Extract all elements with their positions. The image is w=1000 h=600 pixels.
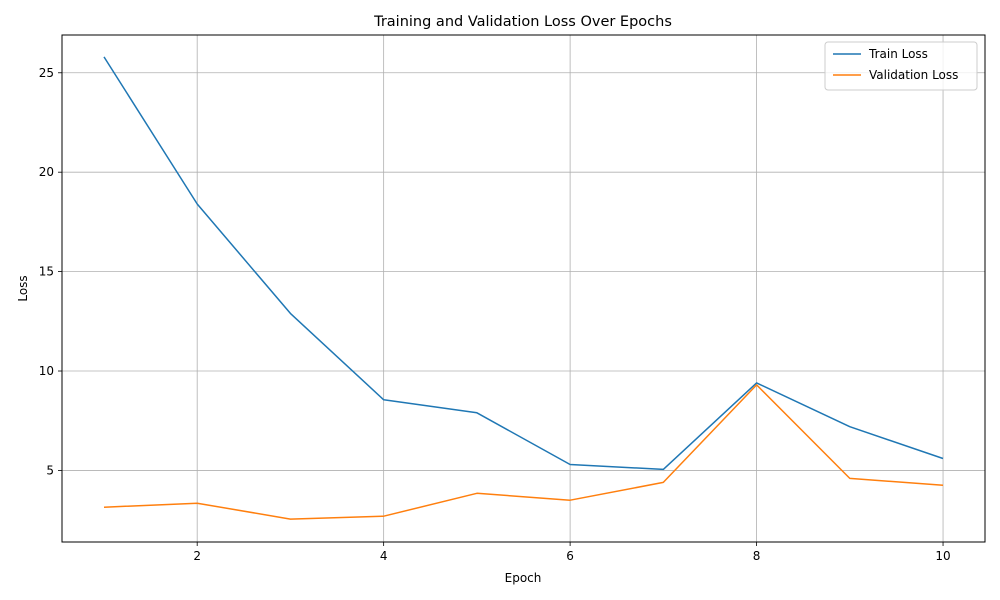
x-tick-label: 4 [380, 549, 388, 563]
y-tick-label: 20 [39, 165, 54, 179]
y-tick-label: 10 [39, 364, 54, 378]
x-tick-label: 6 [566, 549, 574, 563]
legend-label: Train Loss [868, 47, 928, 61]
y-tick-label: 5 [46, 463, 54, 477]
legend: Train Loss Validation Loss [824, 41, 978, 91]
series-line-validation-loss [103, 384, 944, 520]
x-tick-label: 2 [193, 549, 201, 563]
x-tick-label: 8 [753, 549, 761, 563]
y-tick-label: 15 [39, 265, 54, 279]
y-tick-label: 25 [39, 66, 54, 80]
x-tick-label: 10 [935, 549, 950, 563]
legend-box [824, 41, 978, 91]
ticks: 2 4 6 8 10 5 10 15 20 25 [39, 66, 951, 563]
chart-title: Training and Validation Loss Over Epochs [373, 14, 672, 30]
series-lines [103, 56, 944, 520]
plot-frame [61, 34, 986, 543]
x-axis-label: Epoch [505, 571, 542, 585]
y-axis-label: Loss [16, 275, 30, 301]
legend-label: Validation Loss [869, 68, 958, 82]
series-line-train-loss [103, 56, 944, 471]
